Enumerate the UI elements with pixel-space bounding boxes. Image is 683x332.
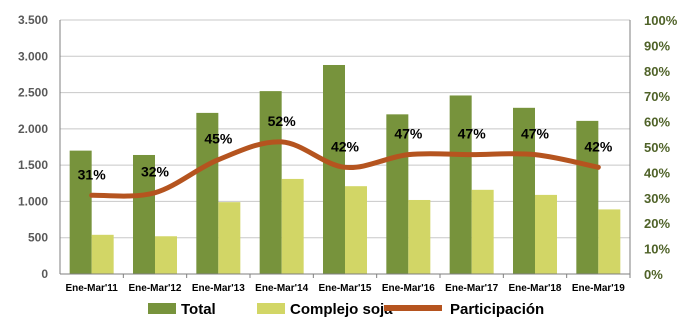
x-tick-label: Ene-Mar'13 [192, 283, 245, 294]
x-tick-label: Ene-Mar'17 [445, 283, 498, 294]
bar-total [323, 64, 345, 274]
y-right-tick-label: 100% [644, 13, 678, 28]
y-right-tick-label: 50% [644, 140, 670, 155]
bar-complejo-soja [218, 202, 241, 274]
x-tick-label: Ene-Mar'18 [509, 283, 562, 294]
bar-total [449, 95, 472, 274]
y-right-tick-label: 40% [644, 165, 670, 180]
bar-complejo-soja [281, 178, 304, 274]
legend-swatch-total [148, 303, 176, 314]
bar-total [513, 107, 535, 274]
y-right-tick-label: 20% [644, 216, 670, 231]
y-right-tick-label: 70% [644, 89, 670, 104]
bar-complejo-soja [345, 186, 367, 274]
y-right-tick-label: 90% [644, 38, 670, 53]
bar-complejo-soja [535, 194, 557, 274]
y-left-tick-label: 1.500 [18, 158, 48, 172]
bar-total [259, 91, 282, 275]
data-label-participacion: 31% [78, 166, 107, 182]
bar-complejo-soja [91, 234, 114, 274]
legend-label: Complejo soja [290, 301, 393, 318]
bar-complejo-soja [471, 189, 494, 274]
bar-complejo-soja [408, 199, 431, 274]
bar-total [196, 112, 219, 275]
y-right-tick-label: 10% [644, 242, 670, 257]
line-participacion [89, 139, 601, 199]
x-tick-label: Ene-Mar'14 [255, 283, 308, 294]
legend: Total Complejo soja Participación [148, 301, 544, 318]
legend-label: Total [181, 301, 216, 318]
legend-label: Participación [450, 301, 544, 318]
data-label-participacion: 47% [394, 126, 423, 142]
bars [69, 64, 621, 275]
data-label-participacion: 47% [521, 126, 550, 142]
y-left-tick-label: 1.000 [18, 194, 48, 208]
y-right-tick-label: 0% [644, 267, 663, 282]
x-tick-label: Ene-Mar'19 [572, 283, 625, 294]
y-left-tick-label: 3.500 [18, 13, 48, 27]
y-right-tick-label: 30% [644, 191, 670, 206]
data-label-participacion: 45% [204, 131, 233, 147]
data-label-participacion: 52% [268, 113, 297, 129]
data-label-participacion: 47% [458, 126, 487, 142]
y-left-tick-label: 2.000 [18, 122, 48, 136]
y-left-tick-label: 2.500 [18, 86, 48, 100]
y-right-tick-label: 60% [644, 115, 670, 130]
legend-swatch-complejo-soja [257, 303, 285, 314]
y-left-tick-label: 0 [41, 267, 48, 281]
data-label-participacion: 32% [141, 164, 170, 180]
bar-complejo-soja [155, 236, 177, 274]
bar-complejo-soja [598, 209, 621, 274]
bar-total [69, 150, 92, 274]
x-tick-label: Ene-Mar'16 [382, 283, 435, 294]
x-tick-label: Ene-Mar'11 [65, 283, 118, 294]
bar-total [133, 154, 155, 274]
y-left-tick-label: 3.000 [18, 49, 48, 63]
y-left-tick-label: 500 [28, 231, 48, 245]
data-label-participacion: 42% [331, 138, 360, 154]
axes: 0 500 1.000 1.500 2.000 2.500 3.000 3.500 0% 10% 2… [18, 13, 678, 294]
y-right-tick-label: 80% [644, 64, 670, 79]
participation-line [89, 139, 601, 199]
data-label-participacion: 42% [584, 138, 613, 154]
data-labels: 31% 32% 45% 52% 42% 47% 47% 47% 42% [78, 113, 613, 182]
x-tick-label: Ene-Mar'12 [129, 283, 182, 294]
x-tick-label: Ene-Mar'15 [319, 283, 372, 294]
bar-total [576, 120, 599, 274]
